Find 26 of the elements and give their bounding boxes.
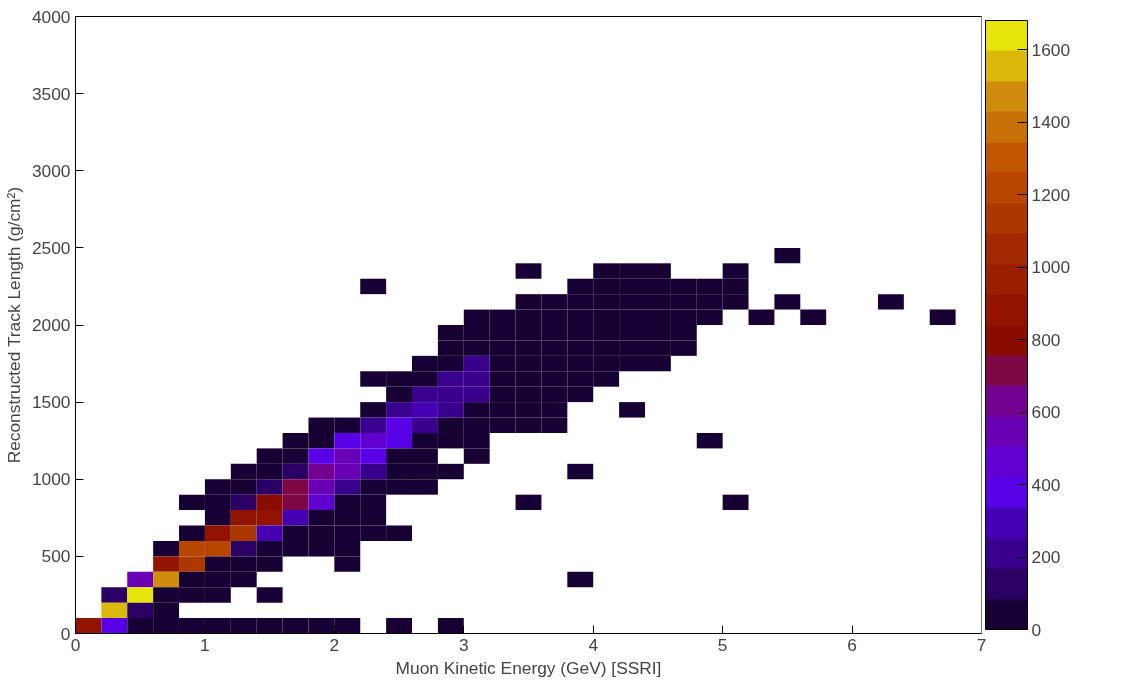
x-tick-label: 2 <box>329 634 340 655</box>
y-tick-label: 3500 <box>31 83 71 104</box>
y-tick-label: 3000 <box>31 160 71 181</box>
y-tick-label: 2000 <box>31 315 71 335</box>
color-bar-label: 400 <box>1031 474 1061 495</box>
color-bar-label: 1600 <box>1031 39 1071 60</box>
x-axis-title: Muon Kinetic Energy (GeV) [SSRI] <box>395 657 662 678</box>
color-bar-label: 800 <box>1031 329 1061 350</box>
color-bar-label: 600 <box>1031 402 1061 422</box>
x-tick-label: 6 <box>847 634 857 655</box>
y-axis-title: Reconstructed Track Length (g/cm²) <box>3 186 24 464</box>
color-bar-label: 1200 <box>1031 184 1071 205</box>
y-tick-label: 1000 <box>31 469 71 490</box>
x-tick-label: 5 <box>717 634 728 655</box>
x-tick-label: 1 <box>200 634 210 655</box>
y-tick-label: 4000 <box>31 6 71 27</box>
x-tick-label: 4 <box>588 634 599 655</box>
color-bar-label: 1400 <box>1031 112 1071 132</box>
color-bar-label: 1000 <box>1031 257 1071 277</box>
y-tick-label: 1500 <box>31 392 71 413</box>
x-tick-label: 3 <box>458 634 469 655</box>
color-bar-label: 0 <box>1031 619 1042 640</box>
y-tick-label: 2500 <box>31 237 71 258</box>
color-bar-label: 200 <box>1031 547 1061 567</box>
x-tick-label: 7 <box>976 634 987 655</box>
y-tick-label: 500 <box>41 546 71 567</box>
